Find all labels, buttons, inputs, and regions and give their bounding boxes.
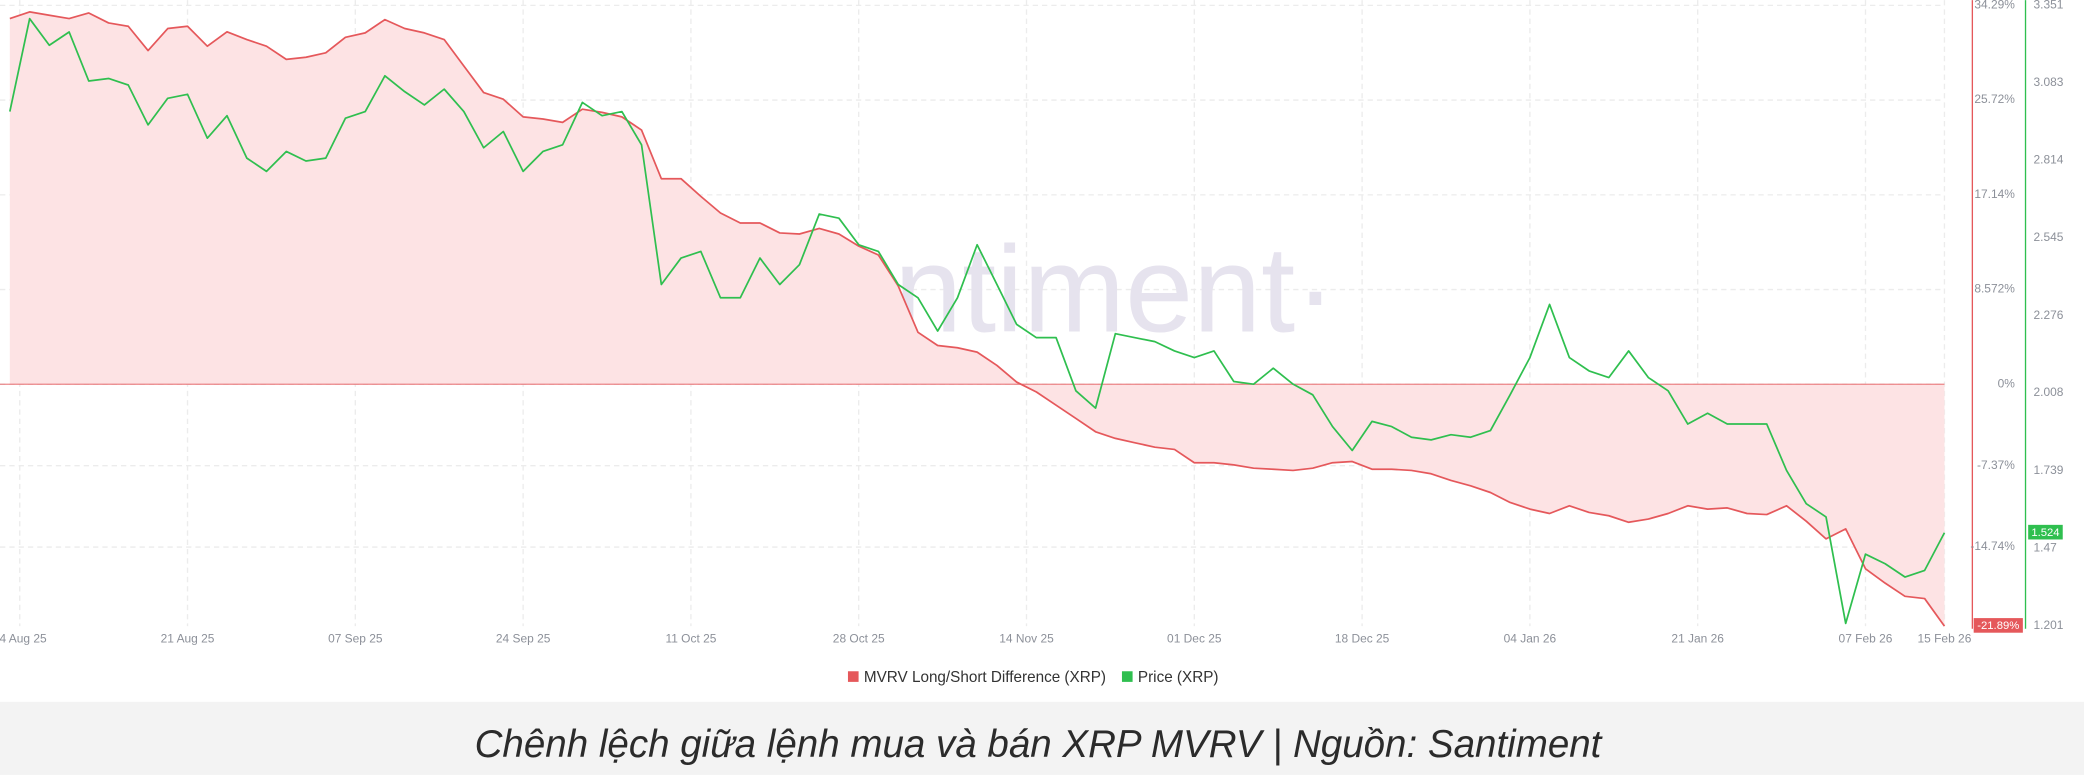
y2-tick-label: 1.201 <box>2033 618 2063 632</box>
y-tick-label: 0% <box>1998 376 2016 390</box>
x-tick-label: 07 Feb 26 <box>1839 632 1893 646</box>
caption: Chênh lệch giữa lệnh mua và bán XRP MVRV… <box>475 723 1604 766</box>
y2-tick-label: 1.739 <box>2033 463 2063 477</box>
series-line <box>9 11 1946 627</box>
x-tick-label: 21 Jan 26 <box>1671 632 1724 646</box>
legend-label: Price (XRP) <box>1138 669 1219 686</box>
value-badge-label: -21.89% <box>1977 620 2019 632</box>
y2-tick-label: 2.276 <box>2033 308 2063 322</box>
y-tick-label: 8.572% <box>1974 282 2015 296</box>
caption-band <box>0 701 2084 775</box>
area <box>9 11 1945 627</box>
value-badge <box>2028 524 2063 540</box>
x-tick-label: 04 Aug 25 <box>0 632 47 646</box>
x-tick-label: 04 Jan 26 <box>1504 632 1557 646</box>
legend-swatch <box>847 671 859 682</box>
y-tick-label: 17.14% <box>1974 187 2015 201</box>
y-tick-label: -7.37% <box>1977 458 2015 472</box>
axes: 04 Aug 25 21 Aug 25 07 Sep 25 24 Sep 25 11 O… <box>0 0 2064 646</box>
x-tick-label: 07 Sep 25 <box>328 632 383 646</box>
y-tick-label: 34.29% <box>1974 0 2015 12</box>
x-tick-label: 28 Oct 25 <box>833 632 885 646</box>
value-badge <box>1973 618 2023 633</box>
legend-label: MVRV Long/Short Difference (XRP) <box>864 669 1106 686</box>
y2-tick-label: 3.351 <box>2033 0 2063 12</box>
legend-swatch <box>1121 671 1133 682</box>
x-tick-label: 24 Sep 25 <box>496 632 551 646</box>
y2-tick-label: 2.814 <box>2033 153 2063 167</box>
x-tick-label: 11 Oct 25 <box>665 632 716 646</box>
plot <box>0 11 1946 627</box>
y-tick-label: 25.72% <box>1974 92 2015 106</box>
y2-tick-label: 3.083 <box>2033 75 2063 89</box>
y2-tick-label: 2.008 <box>2033 385 2063 399</box>
series-line <box>8 17 1946 625</box>
x-tick-label: 18 Dec 25 <box>1335 632 1390 646</box>
x-tick-label: 15 Feb 26 <box>1918 632 1972 646</box>
x-tick-label: 01 Dec 25 <box>1167 632 1222 646</box>
y2-tick-label: 2.545 <box>2033 230 2063 244</box>
x-tick-label: 14 Nov 25 <box>999 632 1054 646</box>
y-tick-label: -14.74% <box>1970 539 2015 553</box>
value-badge-label: 1.524 <box>2031 527 2059 539</box>
legend: MVRV Long/Short Difference (XRP) Price (X… <box>847 669 1219 686</box>
x-tick-label: 21 Aug 25 <box>161 632 215 646</box>
y2-tick-label: 1.47 <box>2033 541 2057 555</box>
